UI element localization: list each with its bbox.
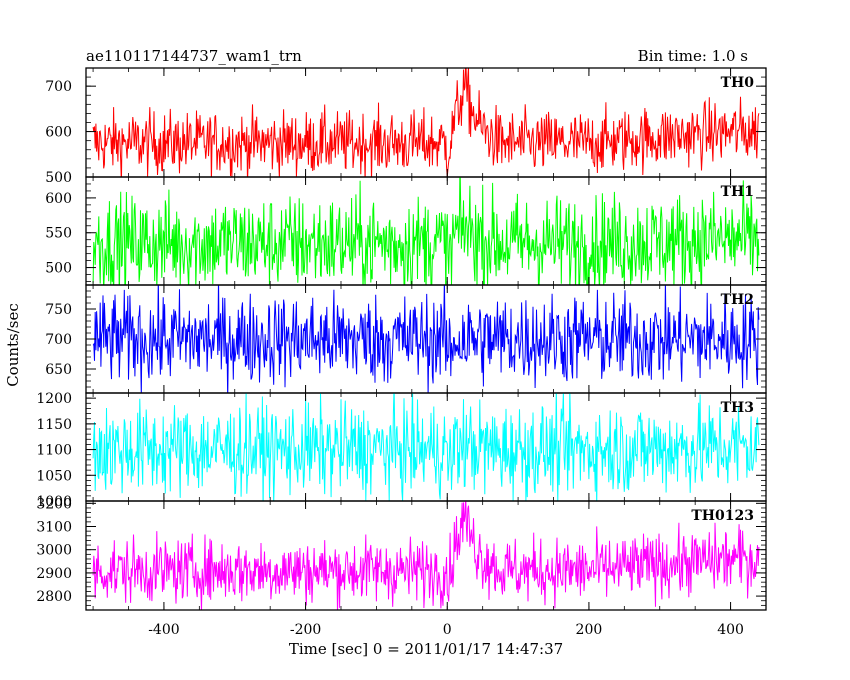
chart-title-right: Bin time: 1.0 s xyxy=(638,47,748,65)
y-tick-label: 700 xyxy=(45,332,72,348)
y-tick-label: 750 xyxy=(45,302,72,318)
y-tick-label: 1100 xyxy=(36,443,72,459)
y-tick-label: 550 xyxy=(45,226,72,242)
panel-frame-th0 xyxy=(85,67,767,178)
panel-label-th1: TH1 xyxy=(721,184,754,200)
x-tick-label: -200 xyxy=(290,622,321,638)
panels: 500 600 700 TH0 500 550 600 TH1 650 700 750 TH2 1000… xyxy=(36,67,767,638)
y-tick-label: 700 xyxy=(45,79,72,95)
series-line-th0123 xyxy=(92,501,760,610)
y-tick-label: 1050 xyxy=(36,468,72,484)
y-tick-label: 600 xyxy=(45,191,72,207)
panel-label-th2: TH2 xyxy=(721,292,754,308)
y-tick-label: 1150 xyxy=(36,417,72,433)
panel-label-th3: TH3 xyxy=(721,400,754,416)
x-tick-label: 0 xyxy=(443,622,452,638)
panel-label-th0: TH0 xyxy=(721,75,755,91)
panel-frame-th0123 xyxy=(85,500,767,611)
x-tick-label: 400 xyxy=(717,622,744,638)
y-tick-label: 500 xyxy=(45,261,72,277)
x-tick-label: 200 xyxy=(576,622,603,638)
y-tick-label: 3000 xyxy=(36,543,72,559)
panel-label-th0123: TH0123 xyxy=(691,508,754,524)
series-line-th2 xyxy=(92,285,760,393)
y-tick-label: 650 xyxy=(45,362,72,378)
series-line-th0 xyxy=(92,68,760,177)
y-axis-label: Counts/sec xyxy=(4,303,22,387)
x-tick-label: -400 xyxy=(148,622,179,638)
series-line-th3 xyxy=(92,393,760,501)
y-tick-label: 500 xyxy=(45,170,72,186)
y-tick-label: 2900 xyxy=(36,566,72,582)
y-tick-label: 2800 xyxy=(36,589,72,605)
y-tick-label: 1000 xyxy=(36,494,72,510)
y-tick-label: 600 xyxy=(45,125,72,141)
chart-title-left: ae110117144737_wam1_trn xyxy=(86,47,302,65)
series-line-th1 xyxy=(92,177,760,285)
y-tick-label: 1200 xyxy=(36,391,72,407)
x-axis-label: Time [sec] 0 = 2011/01/17 14:47:37 xyxy=(289,640,563,658)
y-tick-label: 3100 xyxy=(36,520,72,536)
y-tick-label: 3200 xyxy=(36,496,72,512)
